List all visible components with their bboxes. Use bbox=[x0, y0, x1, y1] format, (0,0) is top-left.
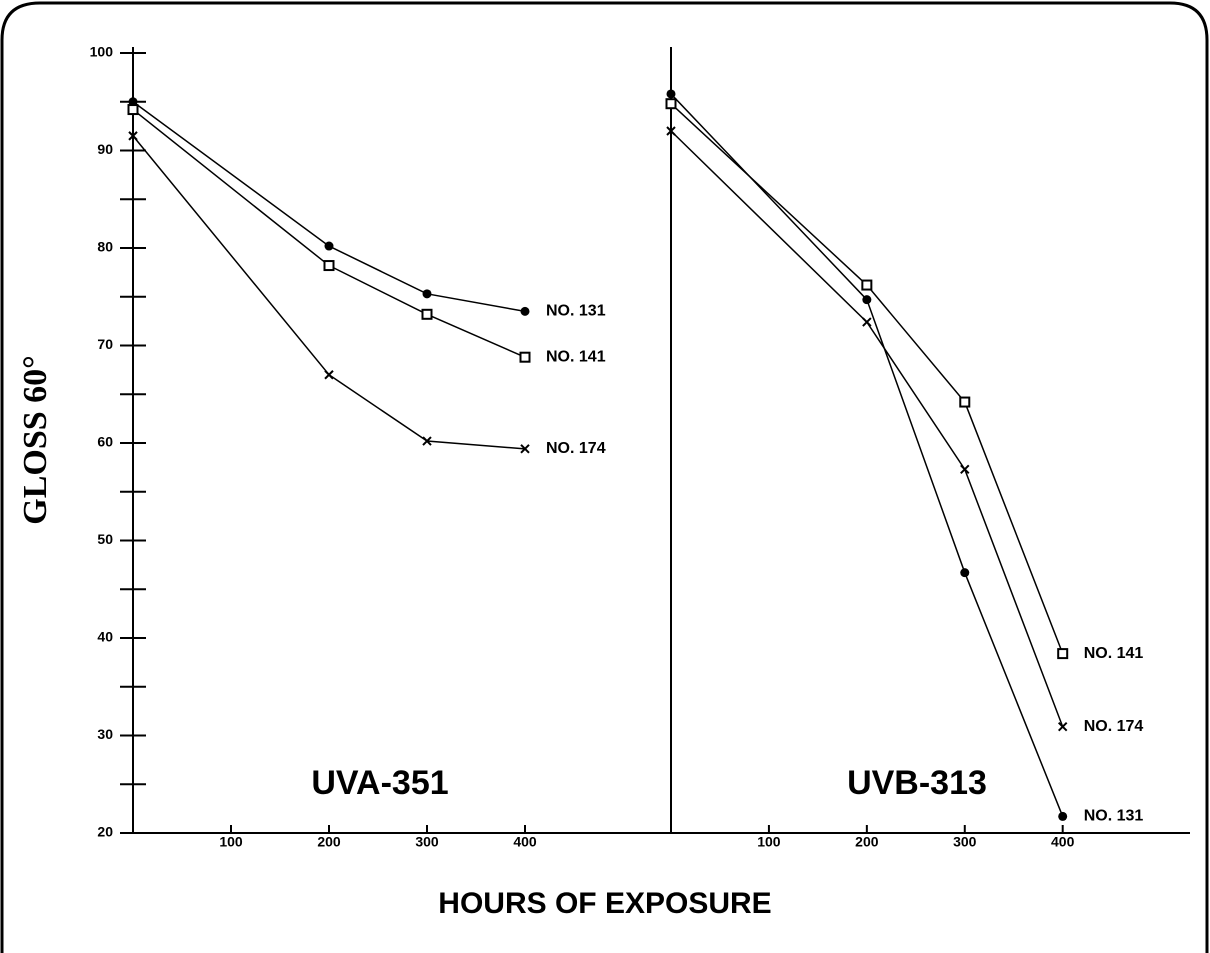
x-tick-label: 400 bbox=[1051, 834, 1075, 850]
x-tick-label: 300 bbox=[953, 834, 977, 850]
series-line bbox=[670, 130, 1064, 727]
series-label: NO. 131 bbox=[1084, 808, 1144, 825]
marker bbox=[520, 444, 530, 454]
x-tick-label: 100 bbox=[219, 834, 243, 850]
x-tick-label: 100 bbox=[757, 834, 781, 850]
series-label: NO. 141 bbox=[546, 348, 606, 365]
marker bbox=[959, 396, 971, 408]
marker bbox=[862, 317, 872, 327]
series-line bbox=[132, 101, 526, 313]
series-line bbox=[670, 103, 1064, 654]
marker bbox=[862, 295, 872, 305]
marker bbox=[520, 306, 530, 316]
y-tick-label: 60 bbox=[97, 434, 113, 450]
x-axis-label: HOURS OF EXPOSURE bbox=[438, 887, 771, 920]
marker bbox=[960, 568, 970, 578]
y-tick-label: 30 bbox=[97, 726, 113, 742]
marker bbox=[127, 104, 139, 116]
marker bbox=[666, 89, 676, 99]
marker bbox=[422, 436, 432, 446]
panel-title: UVB-313 bbox=[847, 764, 987, 802]
series-line bbox=[132, 108, 526, 358]
marker bbox=[128, 131, 138, 141]
y-tick-label: 40 bbox=[97, 629, 113, 645]
marker bbox=[960, 464, 970, 475]
marker bbox=[666, 126, 676, 136]
marker bbox=[422, 289, 432, 299]
marker bbox=[665, 98, 677, 110]
y-tick-label: 70 bbox=[97, 336, 113, 352]
series-label: NO. 174 bbox=[1084, 718, 1144, 735]
y-axis-label: GLOSS 60° bbox=[17, 355, 54, 525]
marker bbox=[519, 351, 531, 363]
marker bbox=[1057, 722, 1068, 732]
marker bbox=[128, 97, 138, 107]
marker bbox=[421, 308, 433, 320]
series-label: NO. 174 bbox=[546, 440, 606, 457]
marker bbox=[1058, 811, 1068, 821]
y-tick-label: 20 bbox=[97, 824, 113, 840]
marker bbox=[861, 279, 873, 291]
y-tick-label: 80 bbox=[97, 239, 113, 255]
panel-title: UVA-351 bbox=[311, 764, 448, 802]
series-label: NO. 131 bbox=[546, 303, 606, 320]
marker bbox=[323, 260, 335, 272]
series-line bbox=[670, 93, 1064, 817]
y-tick-label: 50 bbox=[97, 531, 113, 547]
marker bbox=[324, 370, 334, 380]
y-tick-label: 100 bbox=[90, 44, 114, 60]
x-tick-label: 200 bbox=[317, 834, 341, 850]
series-label: NO. 141 bbox=[1084, 645, 1144, 662]
series-line bbox=[132, 135, 526, 450]
x-tick-label: 400 bbox=[513, 834, 537, 850]
x-tick-label: 300 bbox=[415, 834, 439, 850]
x-tick-label: 200 bbox=[855, 834, 879, 850]
y-tick-label: 90 bbox=[97, 141, 113, 157]
marker bbox=[1057, 648, 1069, 660]
marker bbox=[324, 241, 334, 251]
